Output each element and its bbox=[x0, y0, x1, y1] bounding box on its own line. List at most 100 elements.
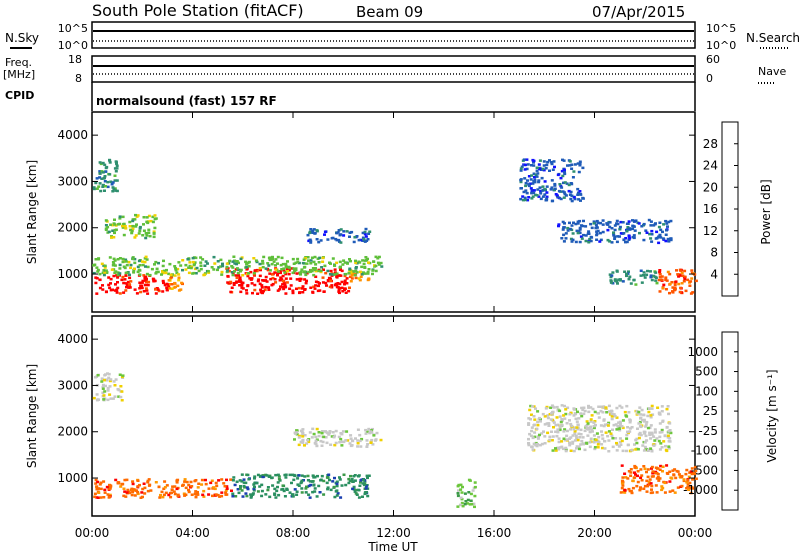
x-tick-label: 16:00 bbox=[477, 526, 512, 540]
power-cell bbox=[608, 240, 612, 243]
power-cell bbox=[543, 193, 547, 196]
power-cell bbox=[191, 260, 195, 264]
power-cell bbox=[339, 268, 342, 271]
power-cell bbox=[122, 222, 126, 226]
power-cell bbox=[658, 221, 662, 224]
power-cell bbox=[287, 272, 291, 276]
power-cell bbox=[567, 183, 571, 187]
power-cell bbox=[526, 179, 529, 182]
power-cell bbox=[619, 232, 623, 235]
power-cell bbox=[95, 187, 99, 190]
velocity-cell bbox=[345, 430, 349, 433]
power-cell bbox=[104, 170, 108, 173]
velocity-cell bbox=[328, 430, 332, 433]
power-cell bbox=[170, 283, 174, 286]
power-cell bbox=[276, 262, 279, 265]
velocity-cell bbox=[629, 468, 633, 471]
power-cell bbox=[161, 271, 165, 274]
power-cell bbox=[98, 161, 102, 164]
power-cell bbox=[363, 266, 367, 269]
velocity-cell bbox=[262, 474, 265, 477]
velocity-cell bbox=[127, 490, 131, 493]
velocity-cell bbox=[185, 480, 189, 484]
velocity-cell bbox=[170, 491, 173, 495]
power-cell bbox=[303, 278, 307, 281]
power-cell bbox=[291, 271, 295, 274]
velocity-cell bbox=[473, 481, 477, 484]
power-cell bbox=[579, 193, 583, 196]
power-cell bbox=[355, 271, 359, 274]
station-title: South Pole Station (fitACF) bbox=[92, 1, 304, 20]
power-cell bbox=[294, 261, 298, 265]
power-cell bbox=[259, 268, 262, 272]
velocity-cell bbox=[689, 470, 693, 473]
velocity-cell bbox=[666, 434, 670, 437]
velocity-cell bbox=[676, 486, 680, 489]
power-cell bbox=[578, 164, 582, 167]
velocity-cell bbox=[642, 420, 646, 423]
power-cell bbox=[148, 273, 152, 277]
velocity-cell bbox=[660, 428, 664, 432]
power-cell bbox=[97, 257, 101, 260]
power-cell bbox=[348, 258, 351, 261]
velocity-cell bbox=[99, 481, 103, 484]
velocity-cell bbox=[529, 404, 533, 408]
power-cell bbox=[553, 187, 557, 190]
velocity-cell bbox=[686, 486, 690, 489]
power-cell bbox=[277, 270, 280, 273]
velocity-cell bbox=[140, 491, 144, 494]
power-cell bbox=[129, 266, 133, 270]
velocity-cell bbox=[363, 480, 367, 483]
velocity-cell bbox=[181, 484, 184, 487]
velocity-cell bbox=[614, 437, 618, 440]
velocity-cell bbox=[645, 490, 649, 493]
power-cell bbox=[621, 280, 625, 283]
velocity-cell bbox=[374, 438, 378, 441]
power-cell bbox=[152, 278, 156, 281]
velocity-cell bbox=[527, 423, 531, 426]
power-cell bbox=[658, 269, 662, 272]
velocity-cell bbox=[652, 444, 656, 447]
velocity-cell bbox=[283, 473, 287, 477]
power-cell bbox=[192, 263, 196, 267]
power-cell bbox=[573, 197, 577, 201]
power-cell bbox=[155, 270, 159, 274]
velocity-cell bbox=[646, 468, 650, 471]
power-cell bbox=[590, 236, 594, 239]
power-cell bbox=[141, 279, 145, 283]
power-cell bbox=[156, 270, 160, 274]
power-cell bbox=[219, 265, 223, 268]
velocity-cell bbox=[604, 431, 608, 434]
y-tick-label: 1000 bbox=[57, 471, 88, 485]
velocity-cell bbox=[147, 484, 151, 487]
power-cell bbox=[538, 186, 542, 189]
power-cell bbox=[233, 262, 237, 265]
power-cell bbox=[114, 270, 118, 273]
power-cell bbox=[351, 272, 355, 275]
velocity-cell bbox=[636, 427, 639, 430]
power-cell bbox=[239, 290, 243, 294]
velocity-cell bbox=[327, 433, 331, 436]
power-cell bbox=[328, 261, 331, 264]
power-cell bbox=[199, 264, 203, 267]
velocity-cell bbox=[163, 486, 167, 489]
velocity-cell bbox=[621, 449, 625, 453]
power-cell bbox=[284, 277, 288, 280]
velocity-cell bbox=[333, 434, 337, 438]
velocity-cell bbox=[300, 474, 304, 477]
power-cell bbox=[114, 283, 117, 286]
velocity-cell bbox=[579, 433, 583, 436]
power-cell bbox=[578, 228, 582, 231]
velocity-cell bbox=[645, 420, 649, 424]
power-cell bbox=[553, 182, 557, 186]
power-cell bbox=[611, 271, 615, 274]
power-cell bbox=[580, 237, 584, 240]
power-cell bbox=[333, 264, 337, 267]
power-cell bbox=[283, 271, 287, 274]
power-cell bbox=[307, 239, 311, 243]
power-cell bbox=[649, 275, 653, 279]
power-cell bbox=[154, 288, 157, 291]
velocity-cell bbox=[642, 465, 646, 468]
power-cell bbox=[195, 266, 199, 270]
